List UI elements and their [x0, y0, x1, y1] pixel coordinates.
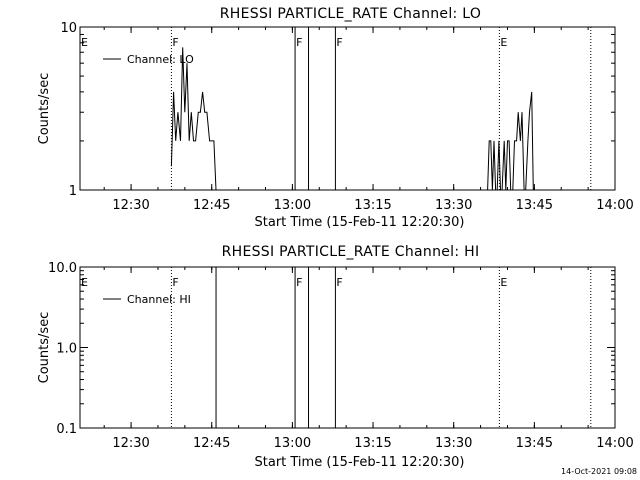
x-tick-label: 13:00: [274, 436, 311, 451]
x-tick-label: 13:45: [516, 198, 553, 213]
x-tick-label: 12:45: [193, 198, 230, 213]
x-tick-label: 13:30: [435, 198, 472, 213]
x-axis-label: Start Time (15-Feb-11 12:20:30): [255, 215, 465, 230]
event-marker-label: E: [81, 276, 88, 289]
chart-panel-1: RHESSI PARTICLE_RATE Channel: LO 12:30 12:…: [37, 6, 634, 230]
x-tick-label: 14:00: [596, 198, 633, 213]
y-axis-label: Counts/sec: [37, 312, 52, 384]
x-tick-label: 13:00: [274, 198, 311, 213]
legend-label: Channel: LO: [127, 53, 194, 66]
x-tick-label: 12:30: [112, 436, 149, 451]
footer-timestamp: 14-Oct-2021 09:08: [561, 467, 637, 476]
chart-title: RHESSI PARTICLE_RATE Channel: HI: [222, 244, 480, 260]
plot-frame: [79, 266, 616, 429]
event-marker-label: F: [172, 36, 178, 49]
x-tick-label: 14:00: [596, 436, 633, 451]
x-tick-label: 13:15: [354, 436, 391, 451]
y-tick-label: 10.0: [48, 261, 77, 276]
x-tick-label: 13:45: [516, 436, 553, 451]
x-axis-label: Start Time (15-Feb-11 12:20:30): [255, 455, 465, 470]
x-tick-label: 12:30: [112, 198, 149, 213]
event-marker-label: E: [500, 276, 507, 289]
event-marker-label: E: [81, 36, 88, 49]
x-tick-label: 12:45: [193, 436, 230, 451]
y-axis-label: Counts/sec: [37, 73, 52, 145]
y-tick-label: 0.1: [56, 422, 77, 437]
event-marker-label: F: [336, 36, 342, 49]
plot-frame: [79, 26, 616, 191]
event-marker-label: F: [336, 276, 342, 289]
event-marker-label: E: [500, 36, 507, 49]
y-tick-label: 1.0: [56, 342, 77, 357]
event-marker-label: F: [172, 276, 178, 289]
series-line: [170, 47, 534, 191]
y-tick-label: 10: [60, 21, 77, 36]
chart-panel-2: RHESSI PARTICLE_RATE Channel: HI 12:30 12:…: [37, 244, 634, 470]
legend-label: Channel: HI: [127, 293, 191, 306]
chart-title: RHESSI PARTICLE_RATE Channel: LO: [220, 6, 481, 22]
x-tick-label: 13:15: [354, 198, 391, 213]
x-tick-label: 13:30: [435, 436, 472, 451]
event-marker-label: F: [296, 36, 302, 49]
y-tick-label: 1: [69, 184, 77, 199]
event-marker-label: F: [296, 276, 302, 289]
